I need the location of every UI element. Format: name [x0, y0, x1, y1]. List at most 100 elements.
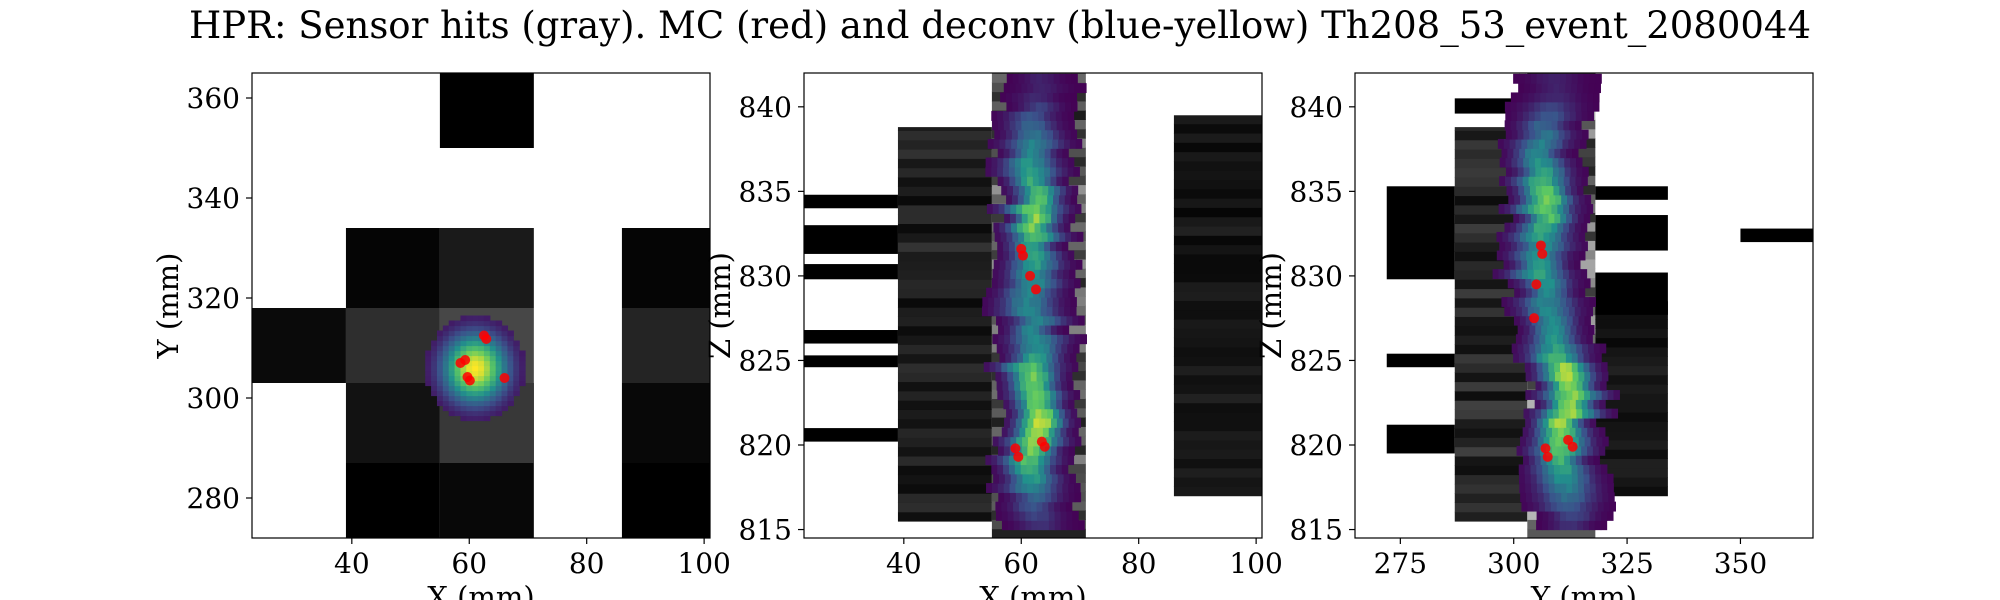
- deconv-cell: [1068, 278, 1075, 289]
- deconv-cell: [1016, 222, 1024, 233]
- sensor-cell: [1173, 402, 1262, 413]
- deconv-cell: [1056, 399, 1063, 410]
- deconv-cell: [1009, 399, 1016, 410]
- deconv-cell: [1074, 417, 1081, 428]
- deconv-cell: [1560, 297, 1567, 307]
- deconv-cell: [1006, 231, 1013, 242]
- deconv-cell: [1549, 371, 1556, 382]
- deconv-cell: [1030, 501, 1038, 512]
- deconv-cell: [1511, 129, 1519, 140]
- deconv-cell: [495, 330, 503, 337]
- deconv-cell: [1563, 427, 1571, 438]
- deconv-cell: [1036, 501, 1043, 512]
- deconv-cell: [1603, 501, 1611, 512]
- deconv-cell: [1042, 501, 1049, 512]
- deconv-cell: [436, 390, 444, 397]
- sensor-cell: [1173, 188, 1262, 199]
- sensor-cell: [1173, 439, 1262, 450]
- deconv-cell: [1052, 222, 1059, 233]
- deconv-cell: [1056, 324, 1064, 335]
- deconv-cell: [1551, 445, 1559, 456]
- y-tick-label: 830: [739, 260, 792, 293]
- deconv-cell: [1496, 250, 1504, 261]
- sensor-cell: [1173, 142, 1262, 153]
- deconv-cell: [1013, 362, 1020, 373]
- deconv-cell: [478, 385, 485, 392]
- deconv-cell: [1527, 269, 1535, 280]
- deconv-cell: [1050, 399, 1057, 410]
- deconv-cell: [1595, 73, 1602, 84]
- deconv-cell: [1005, 259, 1012, 270]
- deconv-cell: [1543, 492, 1551, 503]
- deconv-cell: [478, 355, 485, 362]
- deconv-cell: [442, 350, 450, 357]
- deconv-cell: [472, 335, 479, 342]
- deconv-cell: [1560, 315, 1568, 326]
- deconv-cell: [1049, 343, 1057, 354]
- deconv-cell: [1561, 231, 1568, 242]
- deconv-cell: [1558, 111, 1565, 121]
- deconv-cell: [1007, 185, 1014, 196]
- deconv-cell: [998, 445, 1005, 456]
- deconv-cell: [1018, 185, 1026, 196]
- deconv-cell: [489, 330, 497, 337]
- deconv-cell: [1548, 278, 1556, 289]
- deconv-cell: [1522, 176, 1530, 187]
- deconv-cell: [1524, 352, 1532, 363]
- deconv-cell: [448, 330, 456, 337]
- deconv-cell: [1003, 464, 1010, 475]
- deconv-cell: [999, 259, 1007, 270]
- deconv-cell: [1062, 492, 1070, 503]
- deconv-cell: [489, 365, 497, 372]
- deconv-cell: [1014, 111, 1022, 121]
- deconv-cell: [1003, 390, 1010, 400]
- deconv-cell: [1539, 222, 1547, 233]
- deconv-cell: [1044, 111, 1051, 121]
- deconv-cell: [1064, 138, 1071, 149]
- deconv-cell: [1525, 194, 1533, 205]
- deconv-cell: [1553, 464, 1561, 475]
- deconv-cell: [1524, 297, 1532, 307]
- deconv-cell: [1586, 334, 1593, 345]
- deconv-cell: [1032, 390, 1040, 400]
- deconv-cell: [454, 330, 462, 337]
- deconv-cell: [1047, 231, 1055, 242]
- deconv-cell: [1517, 166, 1525, 177]
- deconv-cell: [1498, 269, 1505, 280]
- deconv-cell: [1058, 352, 1065, 363]
- deconv-cell: [1519, 297, 1526, 307]
- deconv-cell: [1510, 222, 1517, 233]
- deconv-cell: [1584, 371, 1591, 382]
- deconv-cell: [489, 410, 497, 417]
- x-tick-label: 325: [1600, 547, 1653, 580]
- plot-area: [1355, 73, 1813, 538]
- y-tick-label: 280: [187, 482, 240, 515]
- deconv-cell: [1546, 176, 1553, 187]
- sensor-cell: [1386, 424, 1455, 454]
- deconv-cell: [472, 415, 479, 422]
- deconv-cell: [1569, 455, 1577, 466]
- deconv-cell: [1014, 157, 1022, 168]
- deconv-cell: [1552, 343, 1560, 354]
- sensor-cell: [1454, 474, 1528, 485]
- deconv-cell: [1552, 241, 1559, 252]
- deconv-cell: [1018, 231, 1025, 242]
- sensor-cell: [1173, 244, 1262, 255]
- deconv-cell: [1058, 408, 1066, 419]
- deconv-cell: [472, 380, 479, 387]
- deconv-cell: [1047, 194, 1054, 205]
- deconv-cell: [1557, 306, 1564, 317]
- deconv-cell: [478, 395, 485, 402]
- deconv-cell: [1568, 334, 1576, 345]
- deconv-cell: [1059, 231, 1066, 242]
- sensor-cell: [897, 269, 992, 280]
- deconv-cell: [1051, 492, 1058, 503]
- deconv-cell: [1542, 362, 1549, 373]
- deconv-cell: [454, 405, 462, 412]
- deconv-cell: [1011, 194, 1019, 205]
- sensor-cell: [1173, 198, 1262, 208]
- deconv-cell: [478, 325, 485, 332]
- deconv-cell: [478, 370, 485, 377]
